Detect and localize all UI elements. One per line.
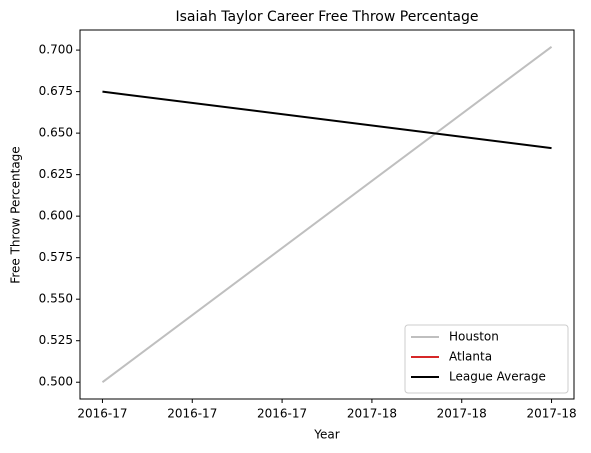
x-tick-label: 2016-17 xyxy=(77,407,127,421)
y-tick-label: 0.525 xyxy=(39,333,73,347)
x-tick-label: 2017-18 xyxy=(347,407,397,421)
y-tick-label: 0.575 xyxy=(39,250,73,264)
y-tick-label: 0.700 xyxy=(39,43,73,57)
series-line xyxy=(101,45,553,384)
legend-label: Houston xyxy=(449,330,499,344)
x-tick-label: 2017-18 xyxy=(526,407,576,421)
y-tick-label: 0.625 xyxy=(39,167,73,181)
chart-title: Isaiah Taylor Career Free Throw Percenta… xyxy=(175,9,478,25)
plot-frame xyxy=(79,29,575,400)
legend-box xyxy=(404,324,569,394)
y-tick-label: 0.550 xyxy=(39,292,73,306)
y-tick-label: 0.600 xyxy=(39,209,73,223)
x-tick-label: 2016-17 xyxy=(167,407,217,421)
y-tick-label: 0.500 xyxy=(39,375,73,389)
y-axis-label: Free Throw Percentage xyxy=(9,146,23,283)
x-tick-label: 2016-17 xyxy=(257,407,307,421)
y-tick-label: 0.675 xyxy=(39,84,73,98)
x-tick-label: 2017-18 xyxy=(437,407,487,421)
legend-label: League Average xyxy=(449,370,546,384)
x-axis-label: Year xyxy=(313,428,339,442)
legend-label: Atlanta xyxy=(449,350,492,364)
y-tick-label: 0.650 xyxy=(39,126,73,140)
series-line xyxy=(102,90,552,150)
